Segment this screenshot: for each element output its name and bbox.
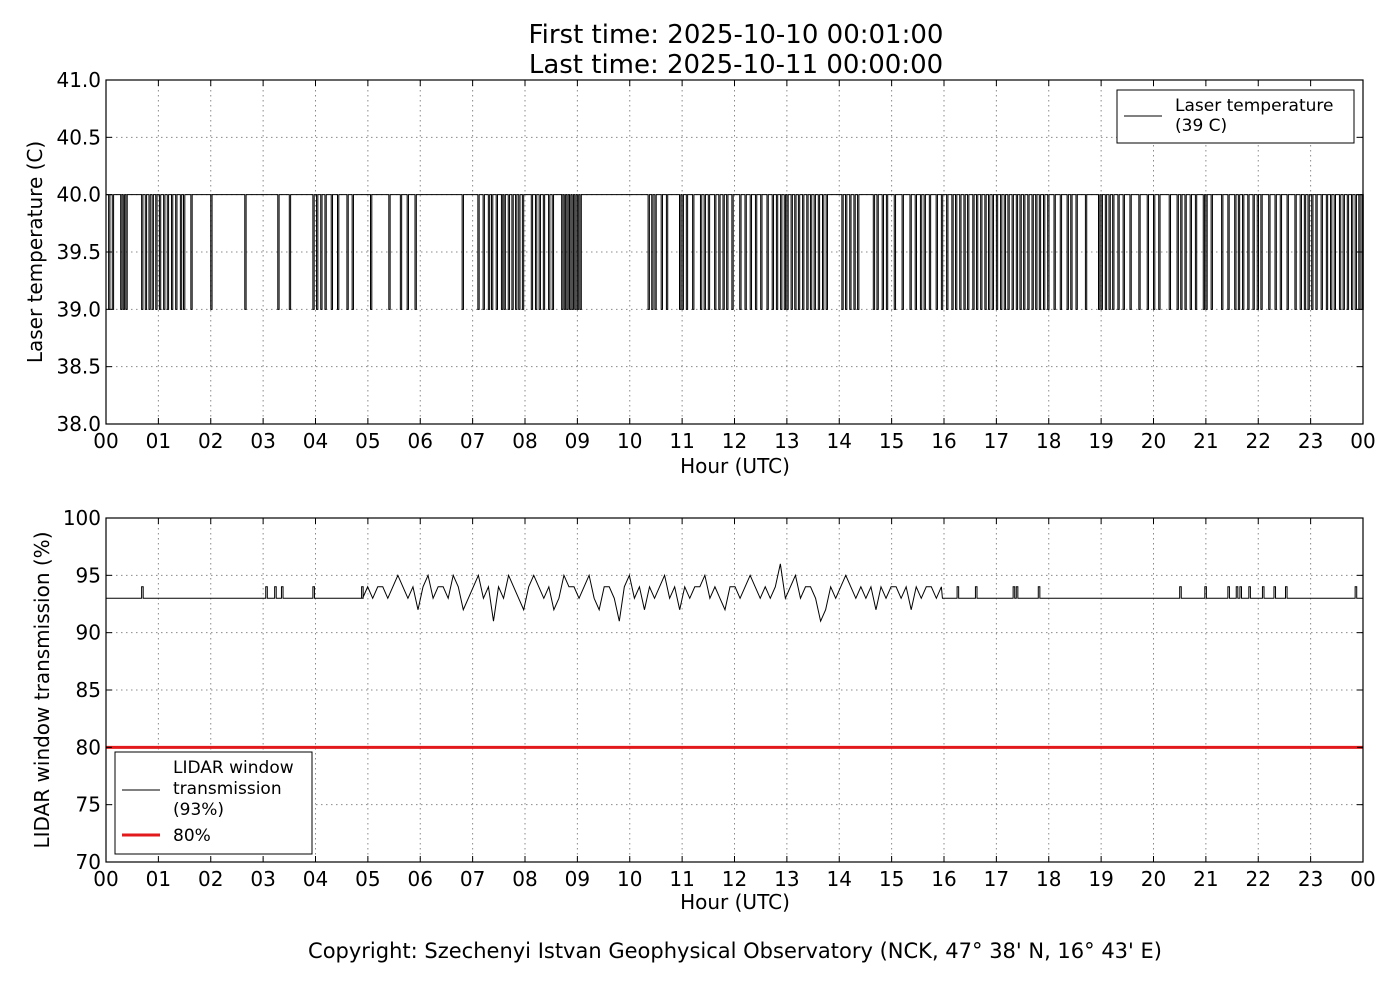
lidar-transmission-x-axis-label: Hour (UTC) bbox=[680, 890, 790, 914]
laser-temperature-y-tick-label: 41.0 bbox=[56, 68, 101, 92]
lidar-transmission-x-tick-label: 06 bbox=[408, 867, 433, 891]
laser-temperature-x-tick-label: 22 bbox=[1246, 429, 1271, 453]
laser-temperature-ticks: 00 01 02 03 04 05 06 07 08 09 10 11 12 13 14 15 16 17 18 19… bbox=[56, 68, 1375, 453]
laser-temperature-x-tick-label: 19 bbox=[1088, 429, 1113, 453]
laser-temperature-x-tick-label: 00 bbox=[1350, 429, 1375, 453]
laser-temperature-x-tick-label: 21 bbox=[1193, 429, 1218, 453]
lidar-transmission-series-line bbox=[106, 563, 1363, 623]
lidar-transmission-x-tick-label: 11 bbox=[669, 867, 694, 891]
lidar-transmission-legend-label-line-2: transmission bbox=[173, 779, 282, 799]
laser-temperature-x-tick-label: 16 bbox=[931, 429, 956, 453]
laser-temperature-legend-label-line-2: (39 C) bbox=[1175, 116, 1227, 136]
copyright-text: Copyright: Szechenyi Istvan Geophysical … bbox=[308, 939, 1162, 963]
lidar-transmission-x-tick-label: 10 bbox=[617, 867, 642, 891]
lidar-transmission-y-tick-label: 70 bbox=[76, 850, 101, 874]
laser-temperature-y-tick-label: 39.0 bbox=[56, 297, 101, 321]
lidar-transmission-x-tick-label: 18 bbox=[1036, 867, 1061, 891]
laser-temperature-x-tick-label: 05 bbox=[355, 429, 380, 453]
lidar-transmission-x-tick-label: 12 bbox=[722, 867, 747, 891]
laser-temperature-panel: 00 01 02 03 04 05 06 07 08 09 10 11 12 13 14 15 16 17 18 19… bbox=[23, 68, 1376, 478]
laser-temperature-legend-label: Laser temperature (39 C) bbox=[1175, 96, 1339, 136]
lidar-transmission-x-tick-label: 14 bbox=[827, 867, 852, 891]
laser-temperature-y-tick-label: 39.5 bbox=[56, 240, 101, 264]
lidar-transmission-x-tick-label: 16 bbox=[931, 867, 956, 891]
laser-temperature-legend-box bbox=[1116, 89, 1355, 144]
lidar-transmission-x-tick-label: 20 bbox=[1141, 867, 1166, 891]
laser-temperature-x-tick-label: 11 bbox=[669, 429, 694, 453]
lidar-transmission-x-tick-label: 00 bbox=[1350, 867, 1375, 891]
lidar-transmission-x-tick-label: 19 bbox=[1088, 867, 1113, 891]
lidar-transmission-y-tick-label: 75 bbox=[76, 793, 101, 817]
laser-temperature-x-tick-label: 01 bbox=[146, 429, 171, 453]
lidar-transmission-y-axis-label: LIDAR window transmission (%) bbox=[30, 532, 54, 849]
lidar-transmission-legend: LIDAR window transmission (93%) 80% bbox=[114, 751, 313, 855]
laser-temperature-y-tick-label: 38.5 bbox=[56, 355, 101, 379]
laser-temperature-y-tick-label: 38.0 bbox=[56, 412, 101, 436]
lidar-transmission-legend-label-line-1: LIDAR window bbox=[173, 758, 294, 778]
laser-temperature-x-tick-label: 13 bbox=[774, 429, 799, 453]
lidar-transmission-x-tick-label: 05 bbox=[355, 867, 380, 891]
lidar-transmission-x-tick-label: 01 bbox=[146, 867, 171, 891]
laser-temperature-legend: Laser temperature (39 C) bbox=[1116, 89, 1355, 144]
title-line-2: Last time: 2025-10-11 00:00:00 bbox=[529, 50, 943, 80]
lidar-transmission-y-tick-label: 80 bbox=[76, 735, 101, 759]
lidar-transmission-x-tick-label: 23 bbox=[1298, 867, 1323, 891]
laser-temperature-x-tick-label: 18 bbox=[1036, 429, 1061, 453]
lidar-transmission-series-group bbox=[106, 563, 1363, 749]
laser-temperature-legend-label-line-1: Laser temperature bbox=[1175, 96, 1333, 116]
laser-temperature-y-axis-label: Laser temperature (C) bbox=[23, 141, 47, 363]
laser-temperature-x-tick-label: 00 bbox=[93, 429, 118, 453]
laser-temperature-x-tick-label: 08 bbox=[512, 429, 537, 453]
lidar-transmission-x-tick-label: 22 bbox=[1246, 867, 1271, 891]
laser-temperature-series-group bbox=[106, 194, 1364, 310]
laser-temperature-x-tick-label: 04 bbox=[303, 429, 328, 453]
laser-temperature-series-line bbox=[106, 194, 1364, 310]
lidar-transmission-x-tick-label: 15 bbox=[879, 867, 904, 891]
laser-temperature-y-tick-label: 40.0 bbox=[56, 183, 101, 207]
laser-temperature-x-tick-label: 06 bbox=[408, 429, 433, 453]
laser-temperature-x-tick-label: 07 bbox=[460, 429, 485, 453]
laser-temperature-x-tick-label: 09 bbox=[565, 429, 590, 453]
laser-temperature-x-tick-label: 10 bbox=[617, 429, 642, 453]
title-line-1: First time: 2025-10-10 00:01:00 bbox=[529, 20, 944, 50]
laser-temperature-x-tick-label: 14 bbox=[827, 429, 852, 453]
laser-temperature-x-tick-label: 23 bbox=[1298, 429, 1323, 453]
threshold-legend-label: 80% bbox=[173, 826, 211, 846]
lidar-transmission-x-tick-label: 00 bbox=[93, 867, 118, 891]
lidar-transmission-y-tick-label: 95 bbox=[76, 563, 101, 587]
lidar-transmission-x-tick-label: 02 bbox=[198, 867, 223, 891]
lidar-transmission-x-tick-label: 03 bbox=[250, 867, 275, 891]
lidar-transmission-legend-box bbox=[114, 751, 313, 855]
lidar-transmission-x-tick-label: 13 bbox=[774, 867, 799, 891]
laser-temperature-y-tick-label: 40.5 bbox=[56, 125, 101, 149]
lidar-transmission-y-tick-label: 90 bbox=[76, 621, 101, 645]
laser-temperature-x-tick-label: 17 bbox=[984, 429, 1009, 453]
lidar-transmission-x-tick-label: 07 bbox=[460, 867, 485, 891]
lidar-transmission-legend-label: LIDAR window transmission (93%) bbox=[173, 758, 299, 820]
lidar-transmission-x-tick-label: 09 bbox=[565, 867, 590, 891]
lidar-transmission-legend-label-line-3: (93%) bbox=[173, 800, 224, 820]
lidar-transmission-x-tick-label: 21 bbox=[1193, 867, 1218, 891]
lidar-transmission-x-tick-label: 04 bbox=[303, 867, 328, 891]
laser-temperature-x-tick-label: 03 bbox=[250, 429, 275, 453]
lidar-transmission-ticks: 00 01 02 03 04 05 06 07 08 09 10 11 12 13 14 15 16 17 18 19… bbox=[63, 506, 1376, 891]
lidar-transmission-y-tick-label: 85 bbox=[76, 678, 101, 702]
lidar-transmission-x-tick-label: 08 bbox=[512, 867, 537, 891]
laser-temperature-x-tick-label: 15 bbox=[879, 429, 904, 453]
laser-temperature-x-tick-label: 12 bbox=[722, 429, 747, 453]
laser-temperature-x-tick-label: 02 bbox=[198, 429, 223, 453]
lidar-transmission-x-tick-label: 17 bbox=[984, 867, 1009, 891]
laser-temperature-x-tick-label: 20 bbox=[1141, 429, 1166, 453]
laser-temperature-x-axis-label: Hour (UTC) bbox=[680, 454, 790, 478]
lidar-transmission-y-tick-label: 100 bbox=[63, 506, 101, 530]
lidar-transmission-panel: 00 01 02 03 04 05 06 07 08 09 10 11 12 13 14 15 16 17 18 19… bbox=[30, 506, 1376, 914]
